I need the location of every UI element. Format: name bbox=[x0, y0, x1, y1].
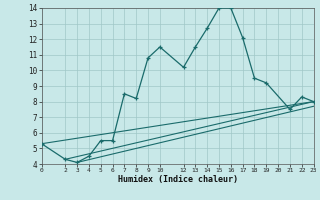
X-axis label: Humidex (Indice chaleur): Humidex (Indice chaleur) bbox=[118, 175, 237, 184]
